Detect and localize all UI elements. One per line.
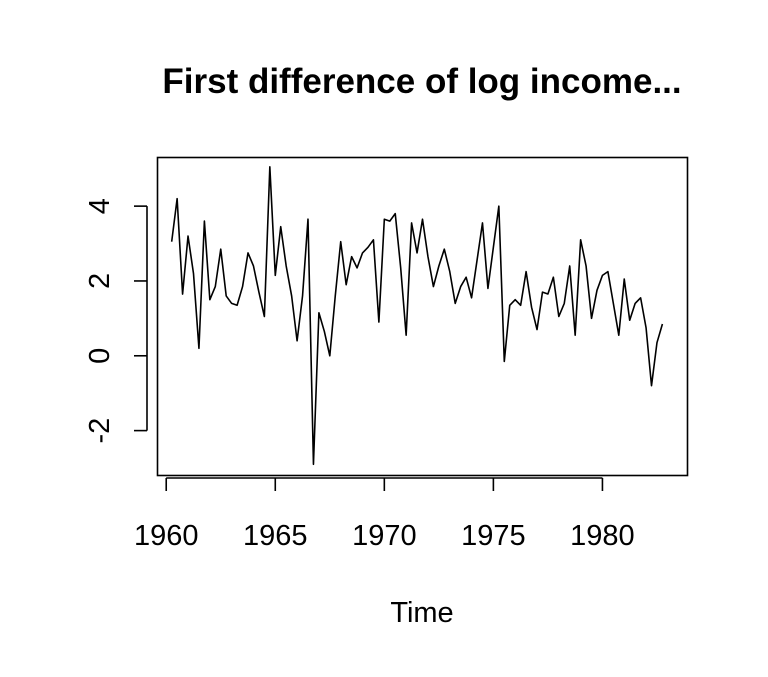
x-tick-label: 1980 [570,520,635,552]
y-tick-label: 4 [84,198,116,214]
y-tick-label: 0 [84,348,116,364]
y-tick-label: -2 [84,418,116,444]
x-tick-label: 1965 [243,520,308,552]
y-axis: -2 0 2 4 [84,198,148,444]
plot-frame [156,156,689,477]
y-tick-label: 2 [84,273,116,289]
x-tick-label: 1975 [461,520,526,552]
x-axis: 1960 1965 1970 1975 1980 [134,477,635,552]
x-tick-label: 1970 [352,520,417,552]
x-axis-label: Time [390,597,453,629]
chart-title: First difference of log income... [162,62,681,101]
x-tick-label: 1960 [134,520,199,552]
series-line [170,166,664,466]
